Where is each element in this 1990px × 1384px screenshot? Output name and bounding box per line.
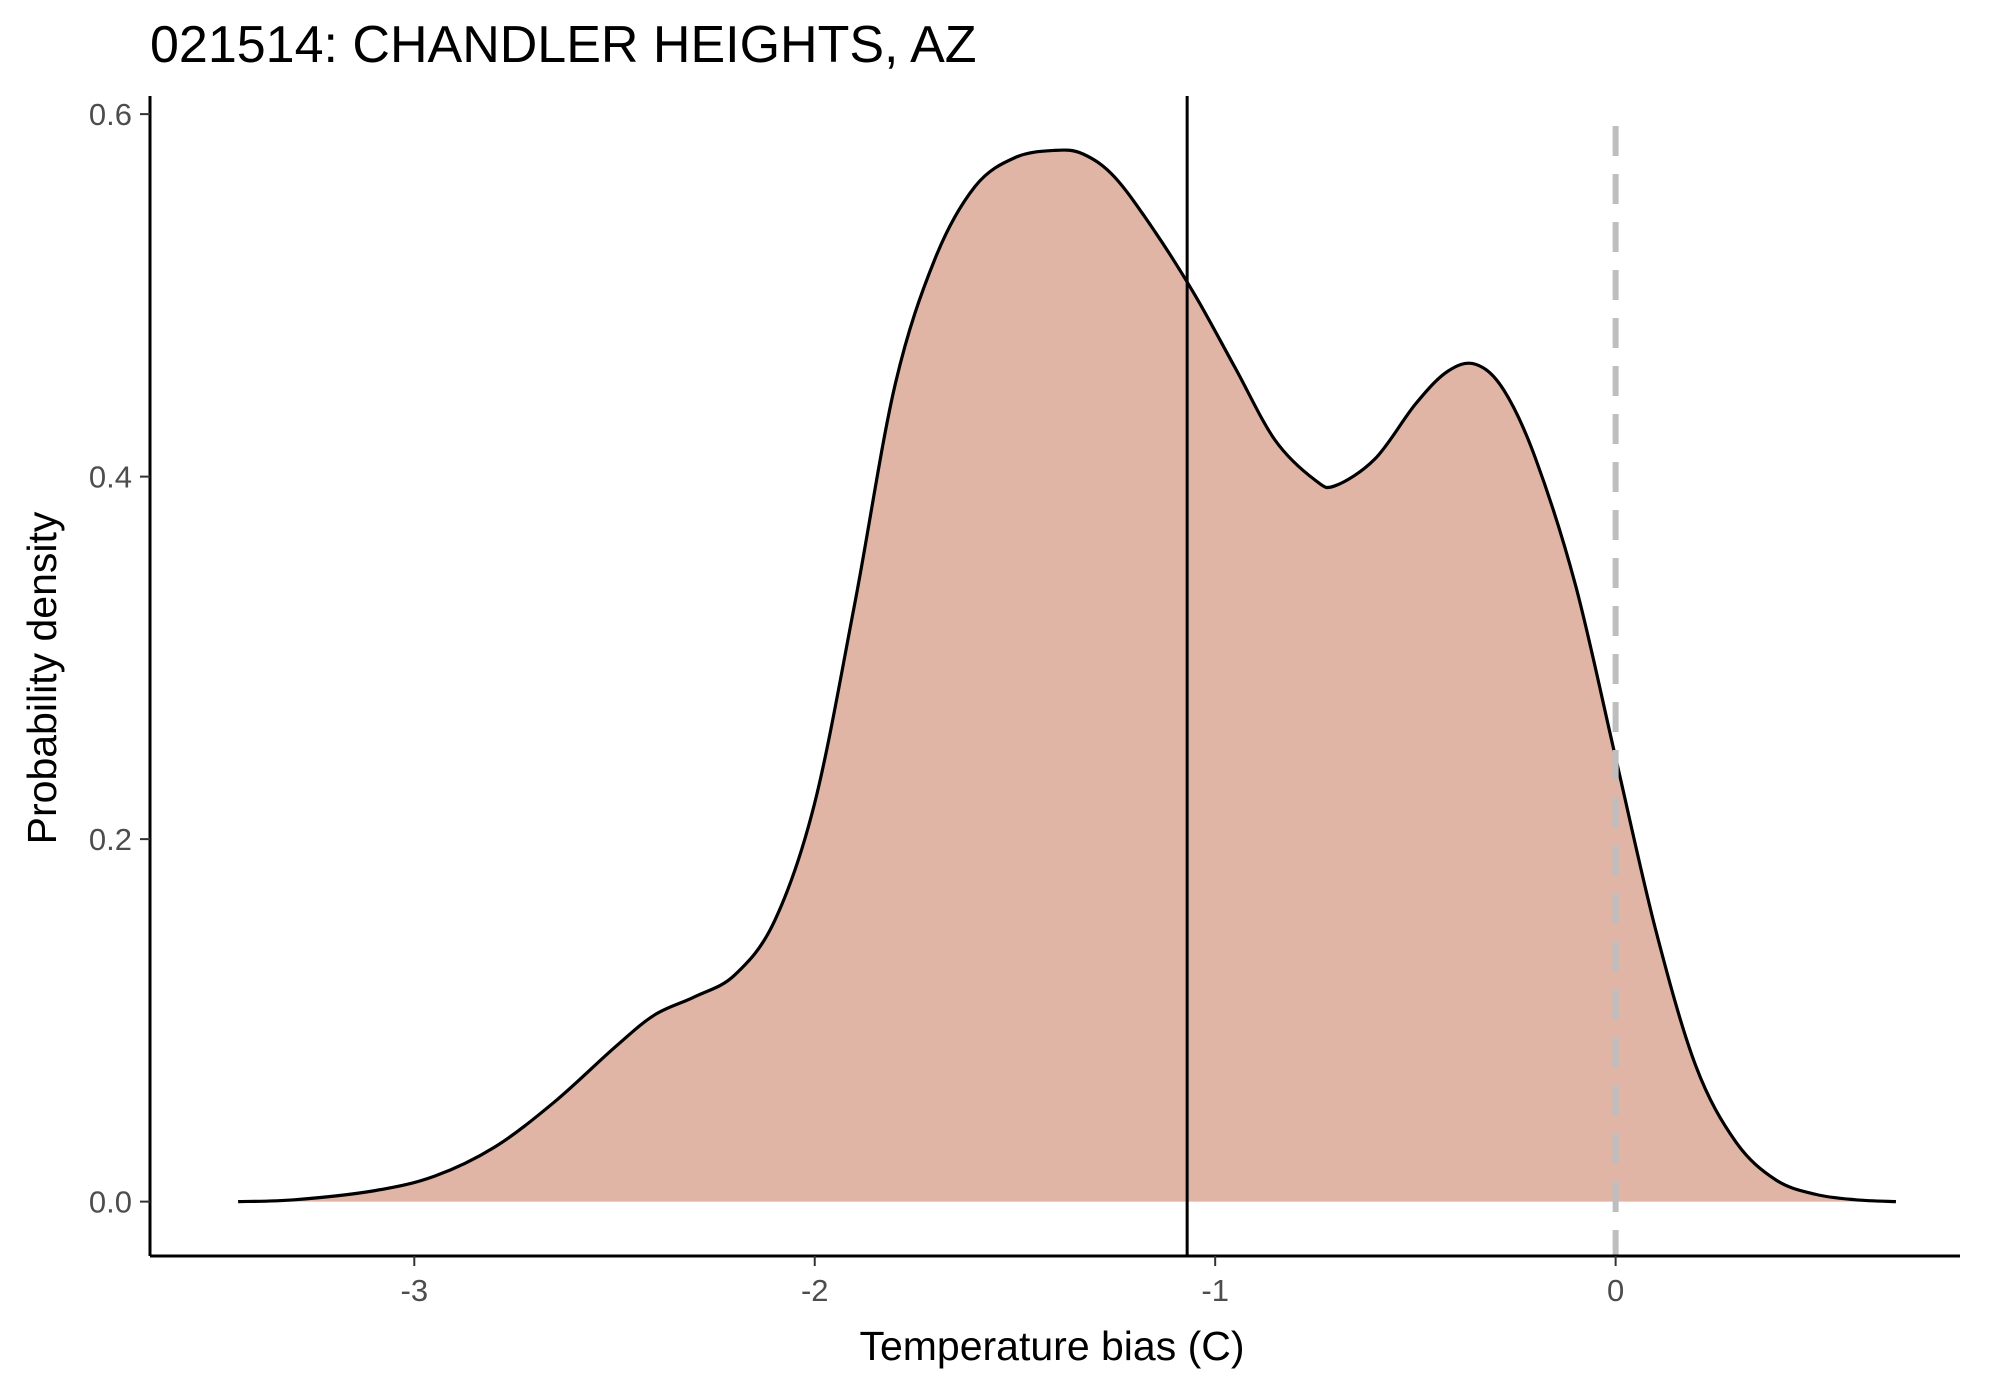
density-curve-line bbox=[238, 148, 1897, 1204]
x-tick-label: 0 bbox=[1607, 1273, 1624, 1308]
y-tick-label: 0.4 bbox=[89, 460, 132, 495]
y-axis-title: Probability density bbox=[19, 511, 65, 844]
y-tick-label: 0.0 bbox=[89, 1185, 132, 1220]
plot-panel: -3 -2 -1 0 0.0 0.2 0.4 0.6 bbox=[89, 96, 1960, 1308]
x-tick-label: -3 bbox=[401, 1273, 429, 1308]
x-axis-title: Temperature bias (C) bbox=[859, 1323, 1244, 1369]
density-area-fill bbox=[238, 150, 1896, 1202]
density-area-layer bbox=[238, 148, 1897, 1204]
x-tick-label: -1 bbox=[1201, 1273, 1229, 1308]
y-tick-label: 0.6 bbox=[89, 97, 132, 132]
y-tick-label: 0.2 bbox=[89, 822, 132, 857]
reference-lines-layer bbox=[1185, 96, 1619, 1256]
axes-layer: -3 -2 -1 0 0.0 0.2 0.4 0.6 bbox=[89, 96, 1960, 1308]
chart-title: 021514: CHANDLER HEIGHTS, AZ bbox=[150, 16, 977, 74]
x-tick-label: -2 bbox=[801, 1273, 829, 1308]
x-axis-ticks: -3 -2 -1 0 bbox=[401, 1256, 1624, 1308]
y-axis-ticks: 0.0 0.2 0.4 0.6 bbox=[89, 97, 150, 1220]
